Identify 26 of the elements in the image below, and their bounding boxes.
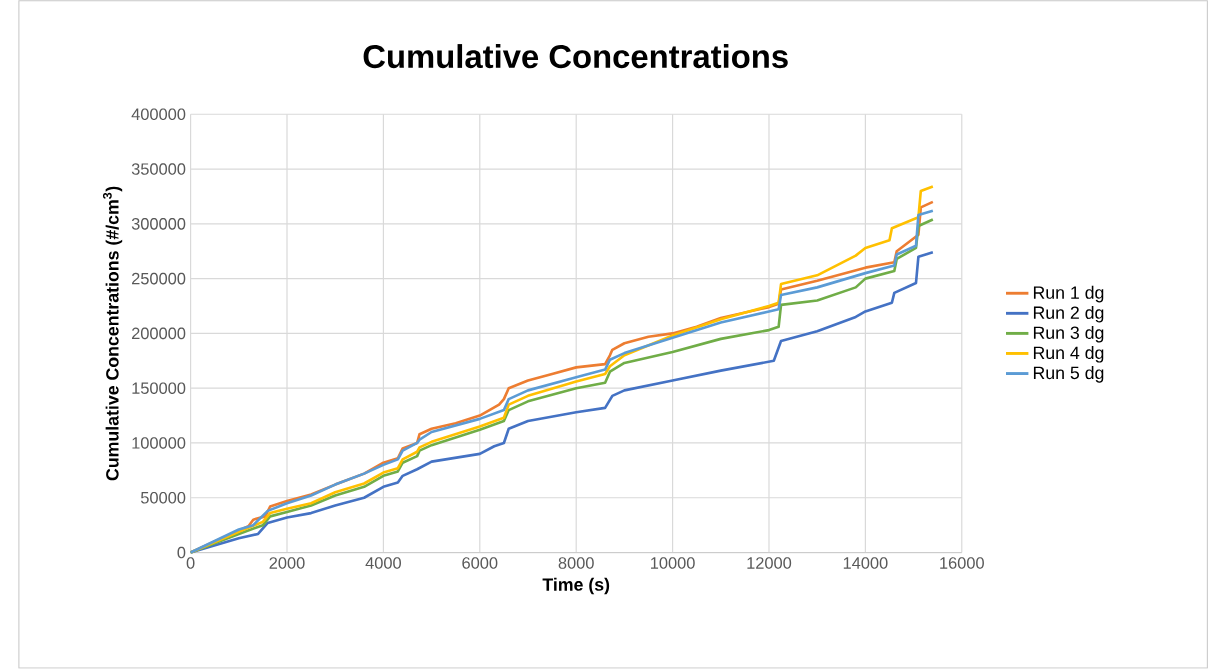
x-tick-label: 6000	[462, 557, 498, 569]
x-tick-label: 2000	[269, 557, 305, 569]
legend-label: Run 5 dg	[1033, 366, 1104, 383]
x-tick-label: 4000	[365, 557, 401, 569]
x-tick-label: 16000	[940, 557, 984, 569]
legend-label: Run 4 dg	[1033, 346, 1104, 363]
x-tick-label: 14000	[843, 557, 888, 569]
y-tick-label: 200000	[132, 327, 186, 340]
x-axis-title: Time (s)	[542, 577, 610, 595]
legend-label: Run 3 dg	[1033, 326, 1104, 343]
y-tick-label: 100000	[132, 437, 186, 449]
legend-label: Run 2 dg	[1033, 306, 1104, 323]
y-tick-label: 0	[177, 546, 186, 559]
chart-title: Cumulative Concentrations	[363, 44, 788, 69]
x-tick-label: 12000	[747, 557, 792, 569]
y-tick-label: 300000	[131, 218, 186, 230]
y-tick-label: 150000	[132, 382, 186, 395]
y-tick-label: 400000	[131, 108, 186, 121]
x-tick-label: 8000	[558, 557, 594, 569]
x-tick-label: 0	[186, 557, 195, 569]
legend-label: Run 1 dg	[1033, 285, 1104, 303]
y-tick-label: 250000	[132, 272, 186, 285]
y-axis-title: Cumulative Concentrations (#/cm$^{3}$)	[102, 186, 123, 481]
y-tick-label: 350000	[131, 163, 186, 175]
x-tick-label: 10000	[651, 557, 695, 569]
y-tick-label: 50000	[140, 492, 186, 504]
